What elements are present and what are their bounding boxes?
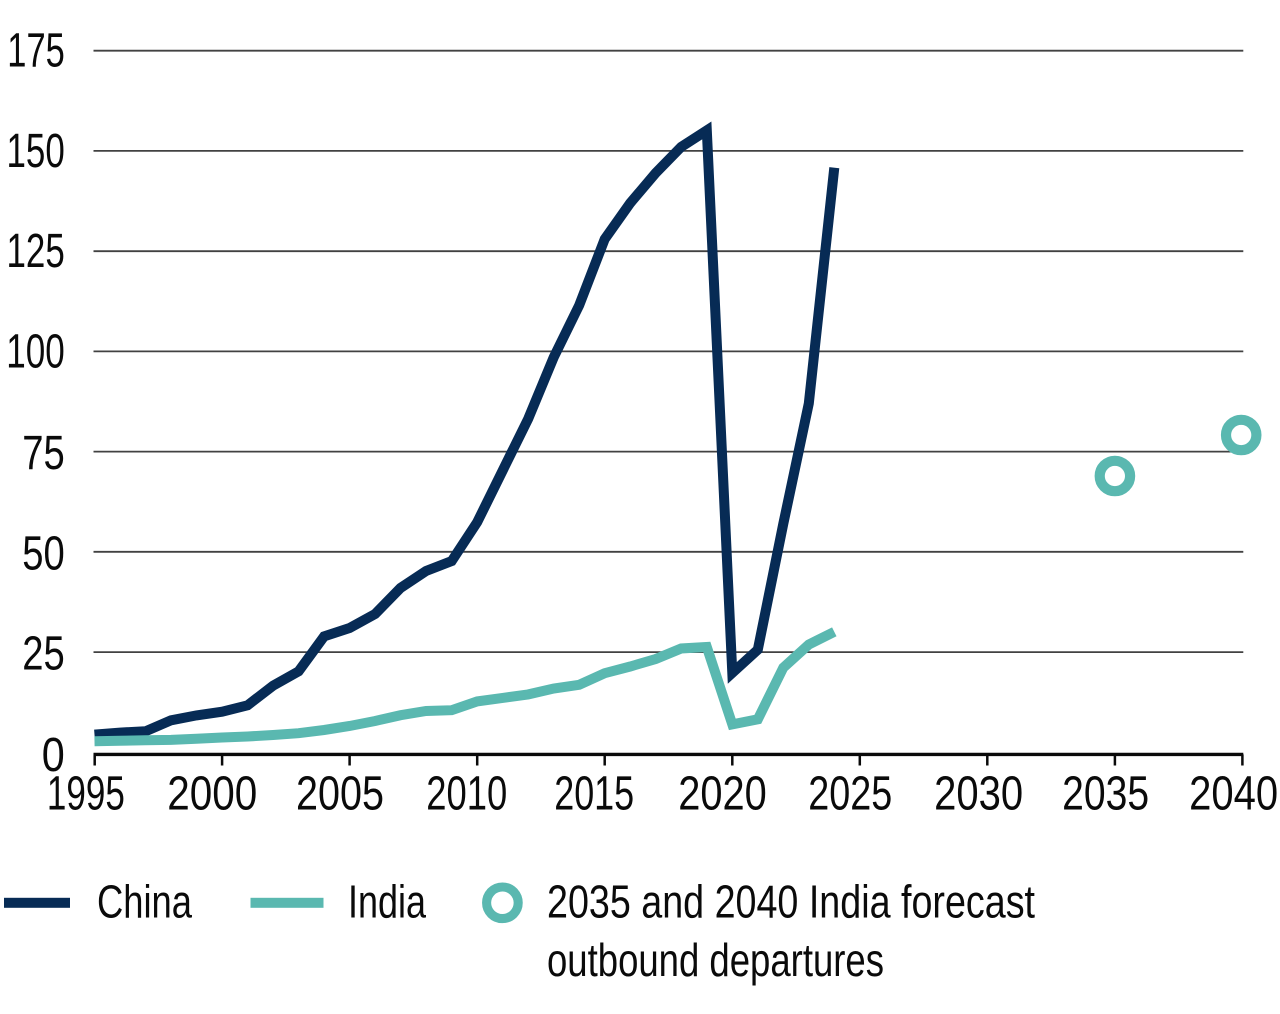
svg-text:75: 75 bbox=[22, 426, 65, 480]
svg-text:2005: 2005 bbox=[296, 767, 384, 821]
svg-text:2035: 2035 bbox=[1062, 767, 1149, 821]
svg-text:outbound departures: outbound departures bbox=[547, 934, 884, 986]
svg-text:150: 150 bbox=[7, 124, 65, 178]
svg-text:2000: 2000 bbox=[167, 767, 257, 821]
svg-text:1995: 1995 bbox=[47, 767, 125, 821]
svg-text:2015: 2015 bbox=[554, 767, 634, 821]
svg-text:2025: 2025 bbox=[808, 767, 892, 821]
svg-text:India: India bbox=[348, 875, 426, 927]
svg-text:25: 25 bbox=[22, 627, 65, 681]
svg-text:175: 175 bbox=[7, 24, 65, 78]
svg-text:2040: 2040 bbox=[1189, 767, 1278, 821]
svg-text:125: 125 bbox=[7, 224, 65, 278]
svg-text:China: China bbox=[97, 875, 192, 927]
svg-text:50: 50 bbox=[22, 526, 65, 580]
svg-text:2035 and 2040 India forecast: 2035 and 2040 India forecast bbox=[547, 875, 1035, 927]
svg-text:2010: 2010 bbox=[426, 767, 507, 821]
svg-text:100: 100 bbox=[6, 324, 65, 378]
svg-text:2020: 2020 bbox=[678, 767, 767, 821]
svg-text:0: 0 bbox=[42, 728, 65, 782]
svg-text:2030: 2030 bbox=[934, 767, 1023, 821]
